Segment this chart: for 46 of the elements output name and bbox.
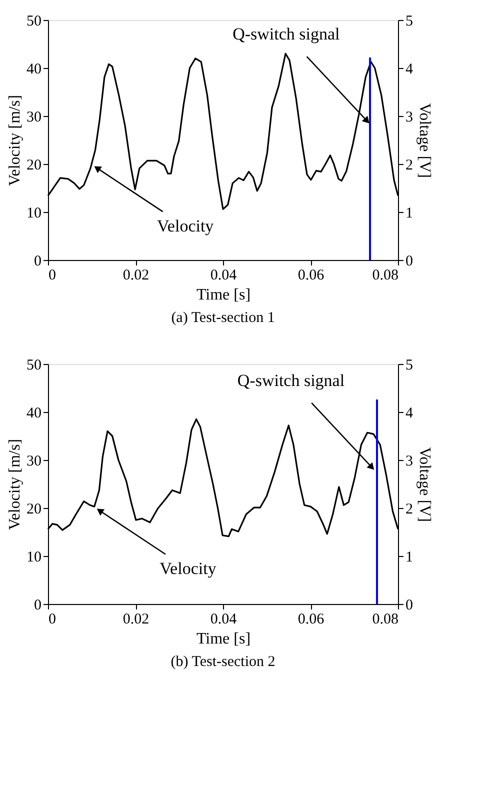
y-tick-label: 40 xyxy=(26,62,42,78)
annotation: Velocity xyxy=(160,559,217,578)
y-tick-label: 30 xyxy=(26,110,42,126)
y-tick-label: 20 xyxy=(26,502,42,518)
y-tick-label: 10 xyxy=(26,550,42,566)
y2-tick-label: 5 xyxy=(406,358,413,374)
x-tick-label: 0.04 xyxy=(210,268,238,284)
y2-tick-label: 1 xyxy=(406,550,413,566)
x-axis-title: Time [s] xyxy=(196,286,251,304)
x-tick-label: 0.02 xyxy=(122,612,150,628)
y-tick-label: 40 xyxy=(26,406,42,422)
y-axis-title: Velocity [m/s] xyxy=(6,94,24,186)
y2-tick-label: 0 xyxy=(406,254,413,270)
x-tick-label: 0.08 xyxy=(372,268,398,284)
y2-axis-title: Voltage [V] xyxy=(416,103,433,178)
x-tick-label: 0.06 xyxy=(298,612,325,628)
annotation: Velocity xyxy=(157,216,214,236)
y2-tick-label: 3 xyxy=(406,110,413,126)
y-tick-label: 20 xyxy=(26,158,42,174)
y-tick-label: 50 xyxy=(26,358,42,374)
y2-tick-label: 5 xyxy=(406,14,413,30)
y2-tick-label: 3 xyxy=(406,454,413,470)
y-axis-title: Velocity [m/s] xyxy=(6,438,24,530)
x-tick-label: 0.08 xyxy=(372,612,398,628)
y2-tick-label: 1 xyxy=(406,206,413,222)
x-tick-label: 0.04 xyxy=(210,612,238,628)
y2-axis-title: Voltage [V] xyxy=(416,447,433,522)
y-tick-label: 0 xyxy=(34,598,42,614)
x-tick-label: 0.02 xyxy=(122,268,150,284)
annotation: Q-switch signal xyxy=(237,370,345,390)
y2-tick-label: 2 xyxy=(406,502,413,518)
text: (b) Test-section 2 xyxy=(170,654,276,670)
y2-tick-label: 4 xyxy=(406,62,414,78)
x-tick-label: 0 xyxy=(48,612,56,628)
y-tick-label: 30 xyxy=(26,454,42,470)
y-tick-label: 0 xyxy=(34,254,42,270)
y2-tick-label: 4 xyxy=(406,406,414,422)
y2-tick-label: 2 xyxy=(406,158,413,174)
y-tick-label: 50 xyxy=(26,14,42,30)
y-tick-label: 10 xyxy=(26,206,42,222)
x-tick-label: 0 xyxy=(48,268,56,284)
y2-tick-label: 0 xyxy=(406,598,413,614)
x-axis-title: Time [s] xyxy=(196,630,251,648)
annotation: Q-switch signal xyxy=(232,24,340,44)
x-tick-label: 0.06 xyxy=(298,268,325,284)
text: (a) Test-section 1 xyxy=(171,310,275,326)
